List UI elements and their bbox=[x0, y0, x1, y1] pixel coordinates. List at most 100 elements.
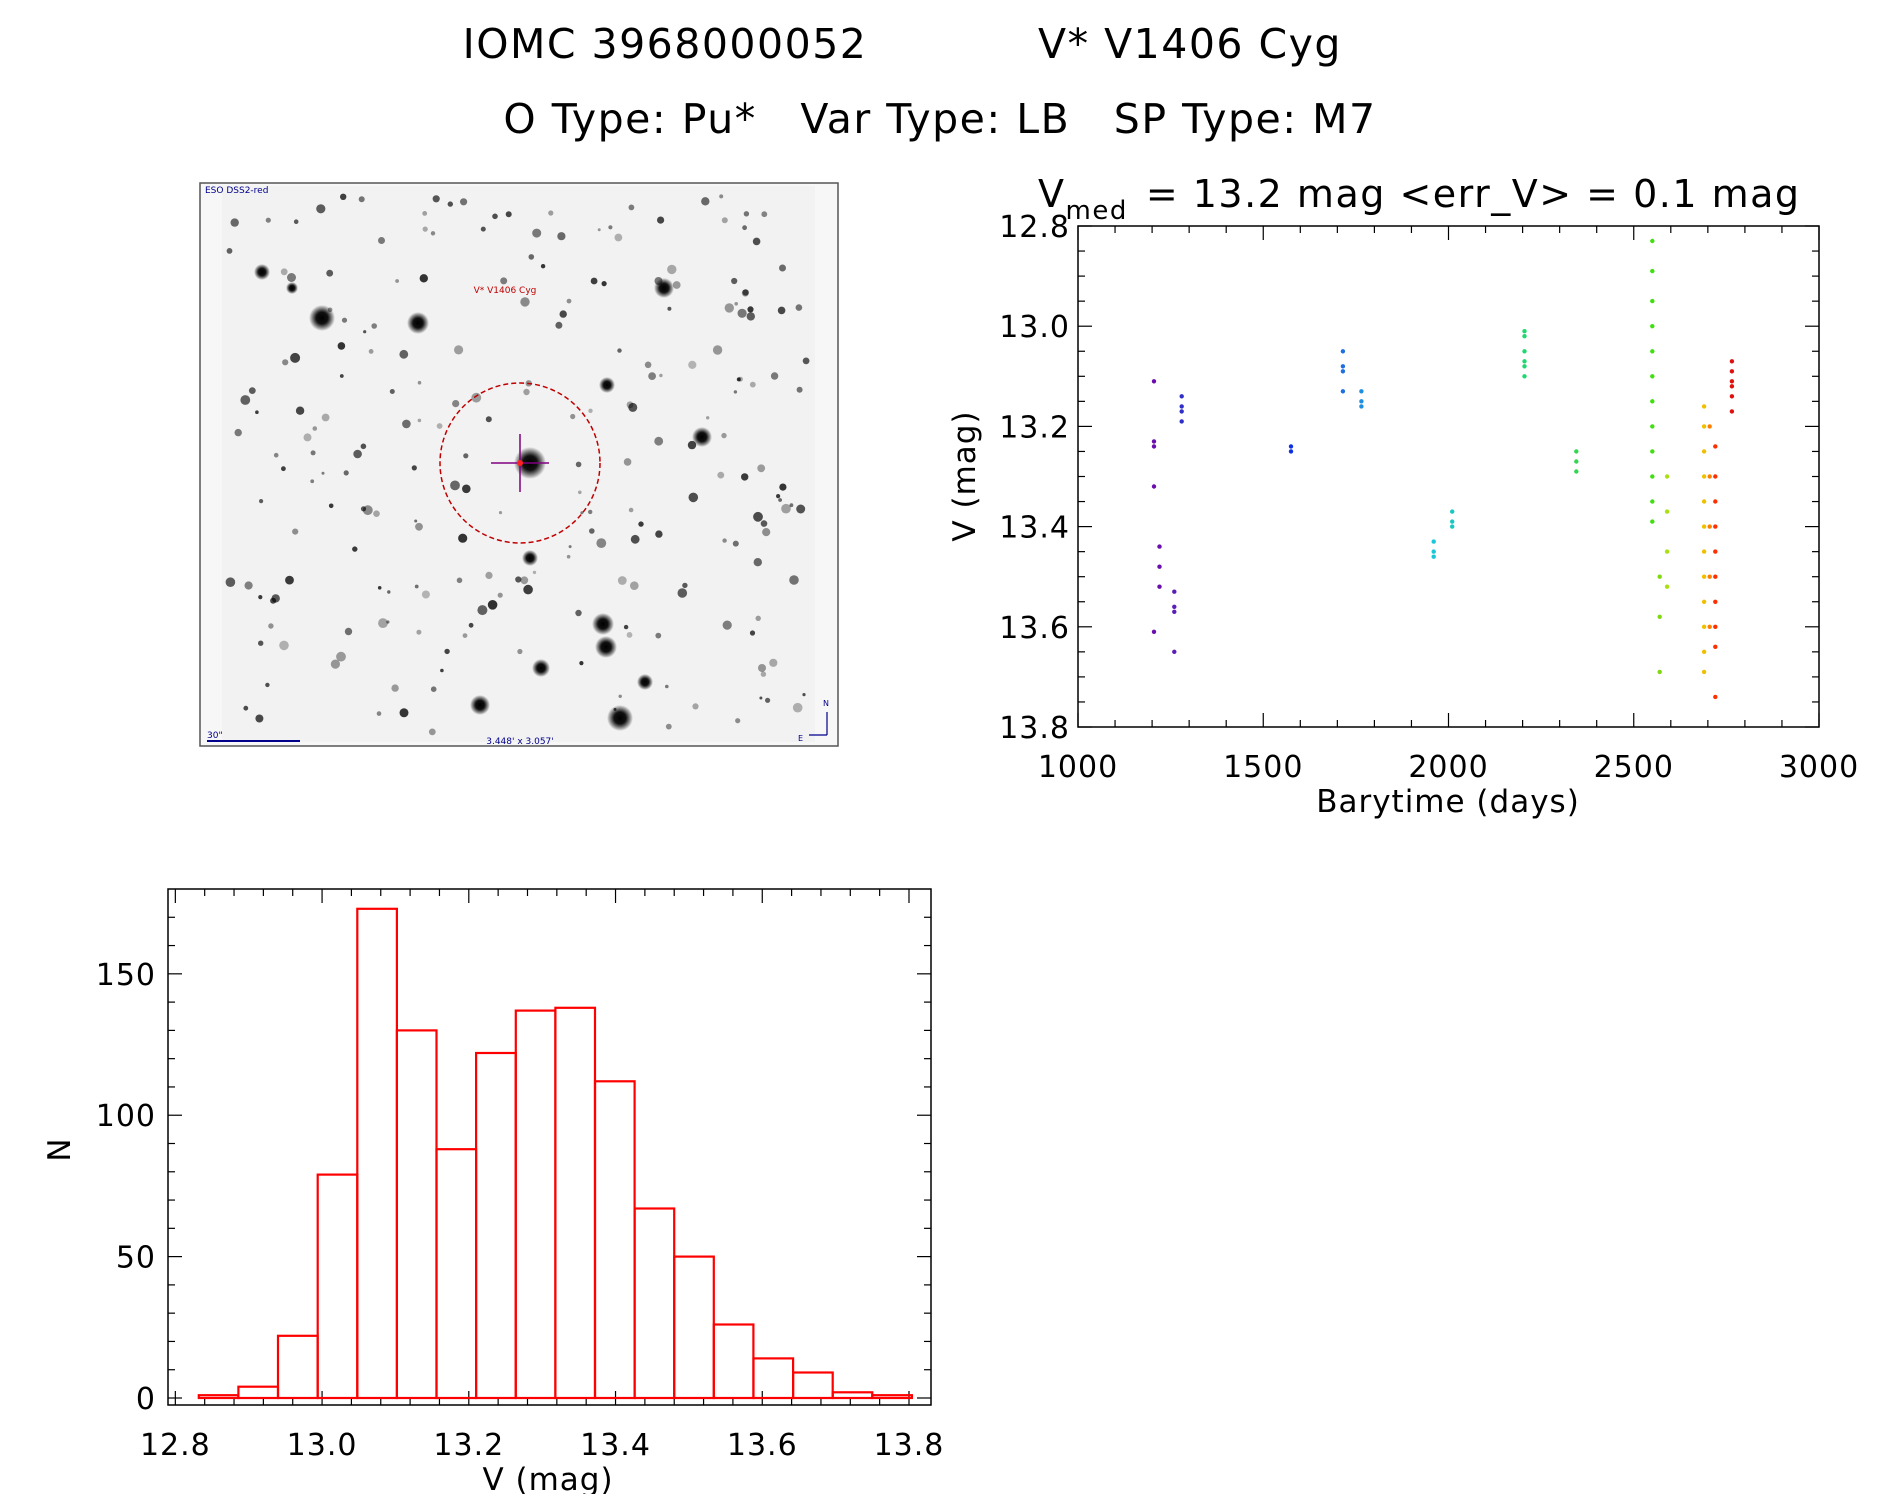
data-point bbox=[1713, 499, 1718, 504]
data-point bbox=[1431, 549, 1436, 554]
subtitle-v: V bbox=[1038, 172, 1066, 216]
star-icon bbox=[258, 595, 263, 600]
histogram-bar bbox=[475, 1051, 517, 1400]
star-icon bbox=[599, 377, 615, 393]
data-point bbox=[1729, 394, 1735, 399]
star-icon bbox=[480, 226, 486, 232]
star-icon bbox=[532, 228, 542, 238]
star-icon bbox=[265, 682, 270, 688]
lightcurve-tick-labels: 1000 1500 2000 2500 3000 12.8 13.0 13.2 13.4 13.6… bbox=[999, 210, 1858, 785]
star-icon bbox=[688, 360, 697, 369]
star-icon bbox=[360, 506, 367, 512]
histogram-bar bbox=[197, 1394, 240, 1400]
data-point bbox=[1713, 444, 1718, 449]
star-icon bbox=[796, 504, 806, 514]
x-tick-label: 13.0 bbox=[287, 1428, 358, 1463]
lightcurve-chart: Vmed = 13.2 mag <err_V> = 0.1 mag 1000 150… bbox=[947, 172, 1858, 820]
star-icon bbox=[637, 674, 653, 690]
data-point bbox=[1650, 268, 1655, 274]
star-icon bbox=[309, 305, 335, 331]
star-icon bbox=[667, 264, 677, 275]
histogram-bar bbox=[356, 907, 398, 1400]
star-icon bbox=[677, 588, 688, 598]
lightcurve-ticks bbox=[1077, 225, 1820, 728]
star-icon bbox=[450, 480, 460, 491]
star-icon bbox=[532, 570, 537, 575]
star-icon bbox=[523, 388, 530, 396]
data-point bbox=[1431, 554, 1436, 559]
star-icon bbox=[414, 584, 419, 589]
star-icon bbox=[578, 490, 582, 495]
y-tick-label: 13.8 bbox=[999, 711, 1070, 746]
y-tick-label: 0 bbox=[136, 1382, 156, 1417]
data-point bbox=[1713, 694, 1718, 700]
title-object-id: IOMC 3968000052 bbox=[463, 20, 868, 68]
star-icon bbox=[330, 659, 340, 669]
star-icon bbox=[614, 233, 623, 242]
star-icon bbox=[795, 304, 803, 311]
star-icon bbox=[399, 708, 409, 718]
histogram-bar bbox=[831, 1391, 874, 1400]
star-icon bbox=[360, 443, 367, 450]
star-icon bbox=[717, 471, 725, 479]
histogram-bar bbox=[752, 1357, 795, 1400]
star-icon bbox=[644, 361, 652, 369]
data-point bbox=[1431, 539, 1436, 544]
data-point bbox=[1340, 349, 1346, 354]
histogram-bar bbox=[712, 1323, 755, 1400]
y-tick-label: 50 bbox=[116, 1241, 156, 1276]
lightcurve-subtitle: Vmed = 13.2 mag <err_V> = 0.1 mag bbox=[1038, 172, 1801, 226]
compass-icon bbox=[809, 712, 828, 736]
data-point bbox=[1522, 334, 1527, 339]
star-icon bbox=[344, 627, 353, 636]
histogram-plot-frame bbox=[167, 888, 932, 1406]
star-icon bbox=[731, 277, 738, 285]
north-label: N bbox=[823, 699, 829, 708]
scale-bar-label: 30" bbox=[207, 731, 223, 741]
histogram-bar bbox=[276, 1334, 319, 1400]
star-icon bbox=[411, 465, 417, 471]
star-icon bbox=[485, 416, 492, 423]
histogram-bar bbox=[633, 1207, 676, 1400]
star-icon bbox=[373, 510, 380, 517]
histogram-bar bbox=[316, 1173, 359, 1400]
star-icon bbox=[623, 458, 632, 466]
star-icon bbox=[303, 433, 312, 442]
target-circle bbox=[439, 382, 601, 544]
star-icon bbox=[371, 323, 378, 329]
star-icon bbox=[759, 696, 763, 700]
star-icon bbox=[722, 620, 732, 630]
star-icon bbox=[724, 303, 734, 313]
star-icon bbox=[402, 419, 411, 429]
data-point bbox=[1151, 379, 1157, 384]
star-icon bbox=[421, 590, 430, 599]
data-point bbox=[1701, 499, 1707, 504]
data-point bbox=[1713, 574, 1718, 579]
star-icon bbox=[456, 577, 463, 584]
star-icon bbox=[590, 277, 598, 285]
star-field bbox=[225, 193, 810, 736]
star-icon bbox=[628, 402, 638, 412]
star-icon bbox=[468, 622, 474, 628]
data-point bbox=[1650, 449, 1655, 454]
data-point bbox=[1657, 669, 1662, 675]
data-point bbox=[1701, 424, 1707, 429]
star-icon bbox=[789, 575, 799, 585]
data-point bbox=[1340, 364, 1346, 369]
star-icon bbox=[770, 372, 779, 380]
histogram-bar bbox=[871, 1394, 913, 1400]
star-icon bbox=[659, 373, 663, 378]
star-icon bbox=[416, 629, 422, 635]
star-icon bbox=[341, 317, 348, 323]
star-icon bbox=[395, 279, 399, 283]
star-icon bbox=[452, 400, 460, 408]
star-icon bbox=[802, 357, 810, 365]
x-tick-label: 1500 bbox=[1223, 750, 1303, 785]
data-point bbox=[1707, 574, 1712, 579]
finding-chart: ESO DSS2-red V* V1406 Cyg 30" 3.448' x 3… bbox=[199, 182, 839, 747]
star-icon bbox=[688, 492, 699, 503]
data-point bbox=[1172, 649, 1177, 654]
star-icon bbox=[460, 198, 468, 206]
data-point bbox=[1701, 404, 1707, 409]
star-icon bbox=[417, 418, 422, 423]
